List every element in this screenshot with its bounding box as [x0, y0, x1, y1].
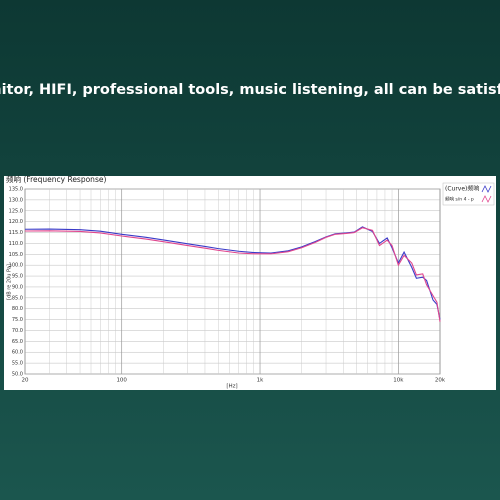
y-tick-label: 55.0 [12, 361, 23, 367]
legend [442, 182, 495, 206]
y-tick-label: 90.0 [12, 284, 23, 290]
y-tick-label: 85.0 [12, 295, 23, 301]
y-tick-label: 65.0 [12, 339, 23, 345]
legend-label: 频响 s/n 4 - p [445, 196, 474, 203]
chart-panel [4, 176, 496, 390]
y-tick-label: 80.0 [12, 306, 23, 312]
x-tick-label: 20k [435, 378, 446, 384]
y-tick-label: 75.0 [12, 317, 23, 323]
headline: Monitor, HIFI, professional tools, music… [0, 82, 500, 98]
x-tick-label: 100 [116, 378, 127, 384]
y-tick-label: 105.0 [9, 252, 23, 258]
y-tick-label: 115.0 [9, 230, 23, 236]
x-tick-label: 1k [257, 378, 264, 384]
y-tick-label: 130.0 [9, 197, 23, 203]
y-tick-label: 70.0 [12, 328, 23, 334]
y-tick-label: 125.0 [9, 208, 23, 214]
y-tick-label: 50.0 [12, 372, 23, 378]
legend-label: (Curve)频响 [445, 185, 479, 193]
y-tick-label: 100.0 [9, 263, 23, 269]
y-axis-label: [dB re 20u Pa] [7, 264, 13, 300]
x-tick-label: 20 [22, 378, 29, 384]
chart-title: 频响 (Frequency Response) [6, 174, 106, 184]
legend-swatch [481, 185, 492, 193]
legend-swatch [481, 195, 492, 203]
x-axis-label: [Hz] [226, 384, 237, 390]
y-tick-label: 120.0 [9, 219, 23, 225]
y-tick-label: 135.0 [9, 187, 23, 193]
y-tick-label: 60.0 [12, 350, 23, 356]
y-tick-label: 110.0 [9, 241, 23, 247]
y-tick-label: 95.0 [12, 274, 23, 280]
x-tick-label: 10k [393, 378, 404, 384]
series-line [24, 227, 441, 322]
